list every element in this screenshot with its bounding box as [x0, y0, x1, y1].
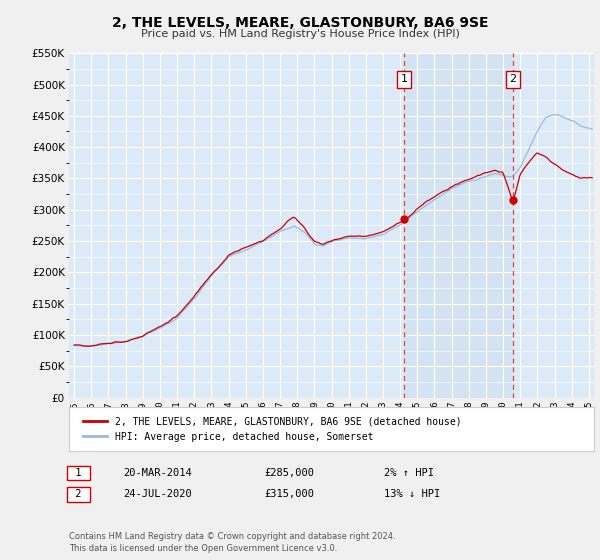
Text: 2: 2	[69, 489, 88, 500]
Text: £315,000: £315,000	[264, 489, 314, 500]
Text: 1: 1	[69, 468, 88, 478]
Text: 2, THE LEVELS, MEARE, GLASTONBURY, BA6 9SE: 2, THE LEVELS, MEARE, GLASTONBURY, BA6 9…	[112, 16, 488, 30]
Text: 2% ↑ HPI: 2% ↑ HPI	[384, 468, 434, 478]
Text: 13% ↓ HPI: 13% ↓ HPI	[384, 489, 440, 500]
Text: 2: 2	[509, 74, 517, 85]
Legend: 2, THE LEVELS, MEARE, GLASTONBURY, BA6 9SE (detached house), HPI: Average price,: 2, THE LEVELS, MEARE, GLASTONBURY, BA6 9…	[79, 412, 466, 446]
Text: 20-MAR-2014: 20-MAR-2014	[123, 468, 192, 478]
Text: 1: 1	[400, 74, 407, 85]
Text: £285,000: £285,000	[264, 468, 314, 478]
Text: Contains HM Land Registry data © Crown copyright and database right 2024.
This d: Contains HM Land Registry data © Crown c…	[69, 533, 395, 553]
Text: Price paid vs. HM Land Registry's House Price Index (HPI): Price paid vs. HM Land Registry's House …	[140, 29, 460, 39]
Bar	[404, 53, 513, 398]
Text: 24-JUL-2020: 24-JUL-2020	[123, 489, 192, 500]
